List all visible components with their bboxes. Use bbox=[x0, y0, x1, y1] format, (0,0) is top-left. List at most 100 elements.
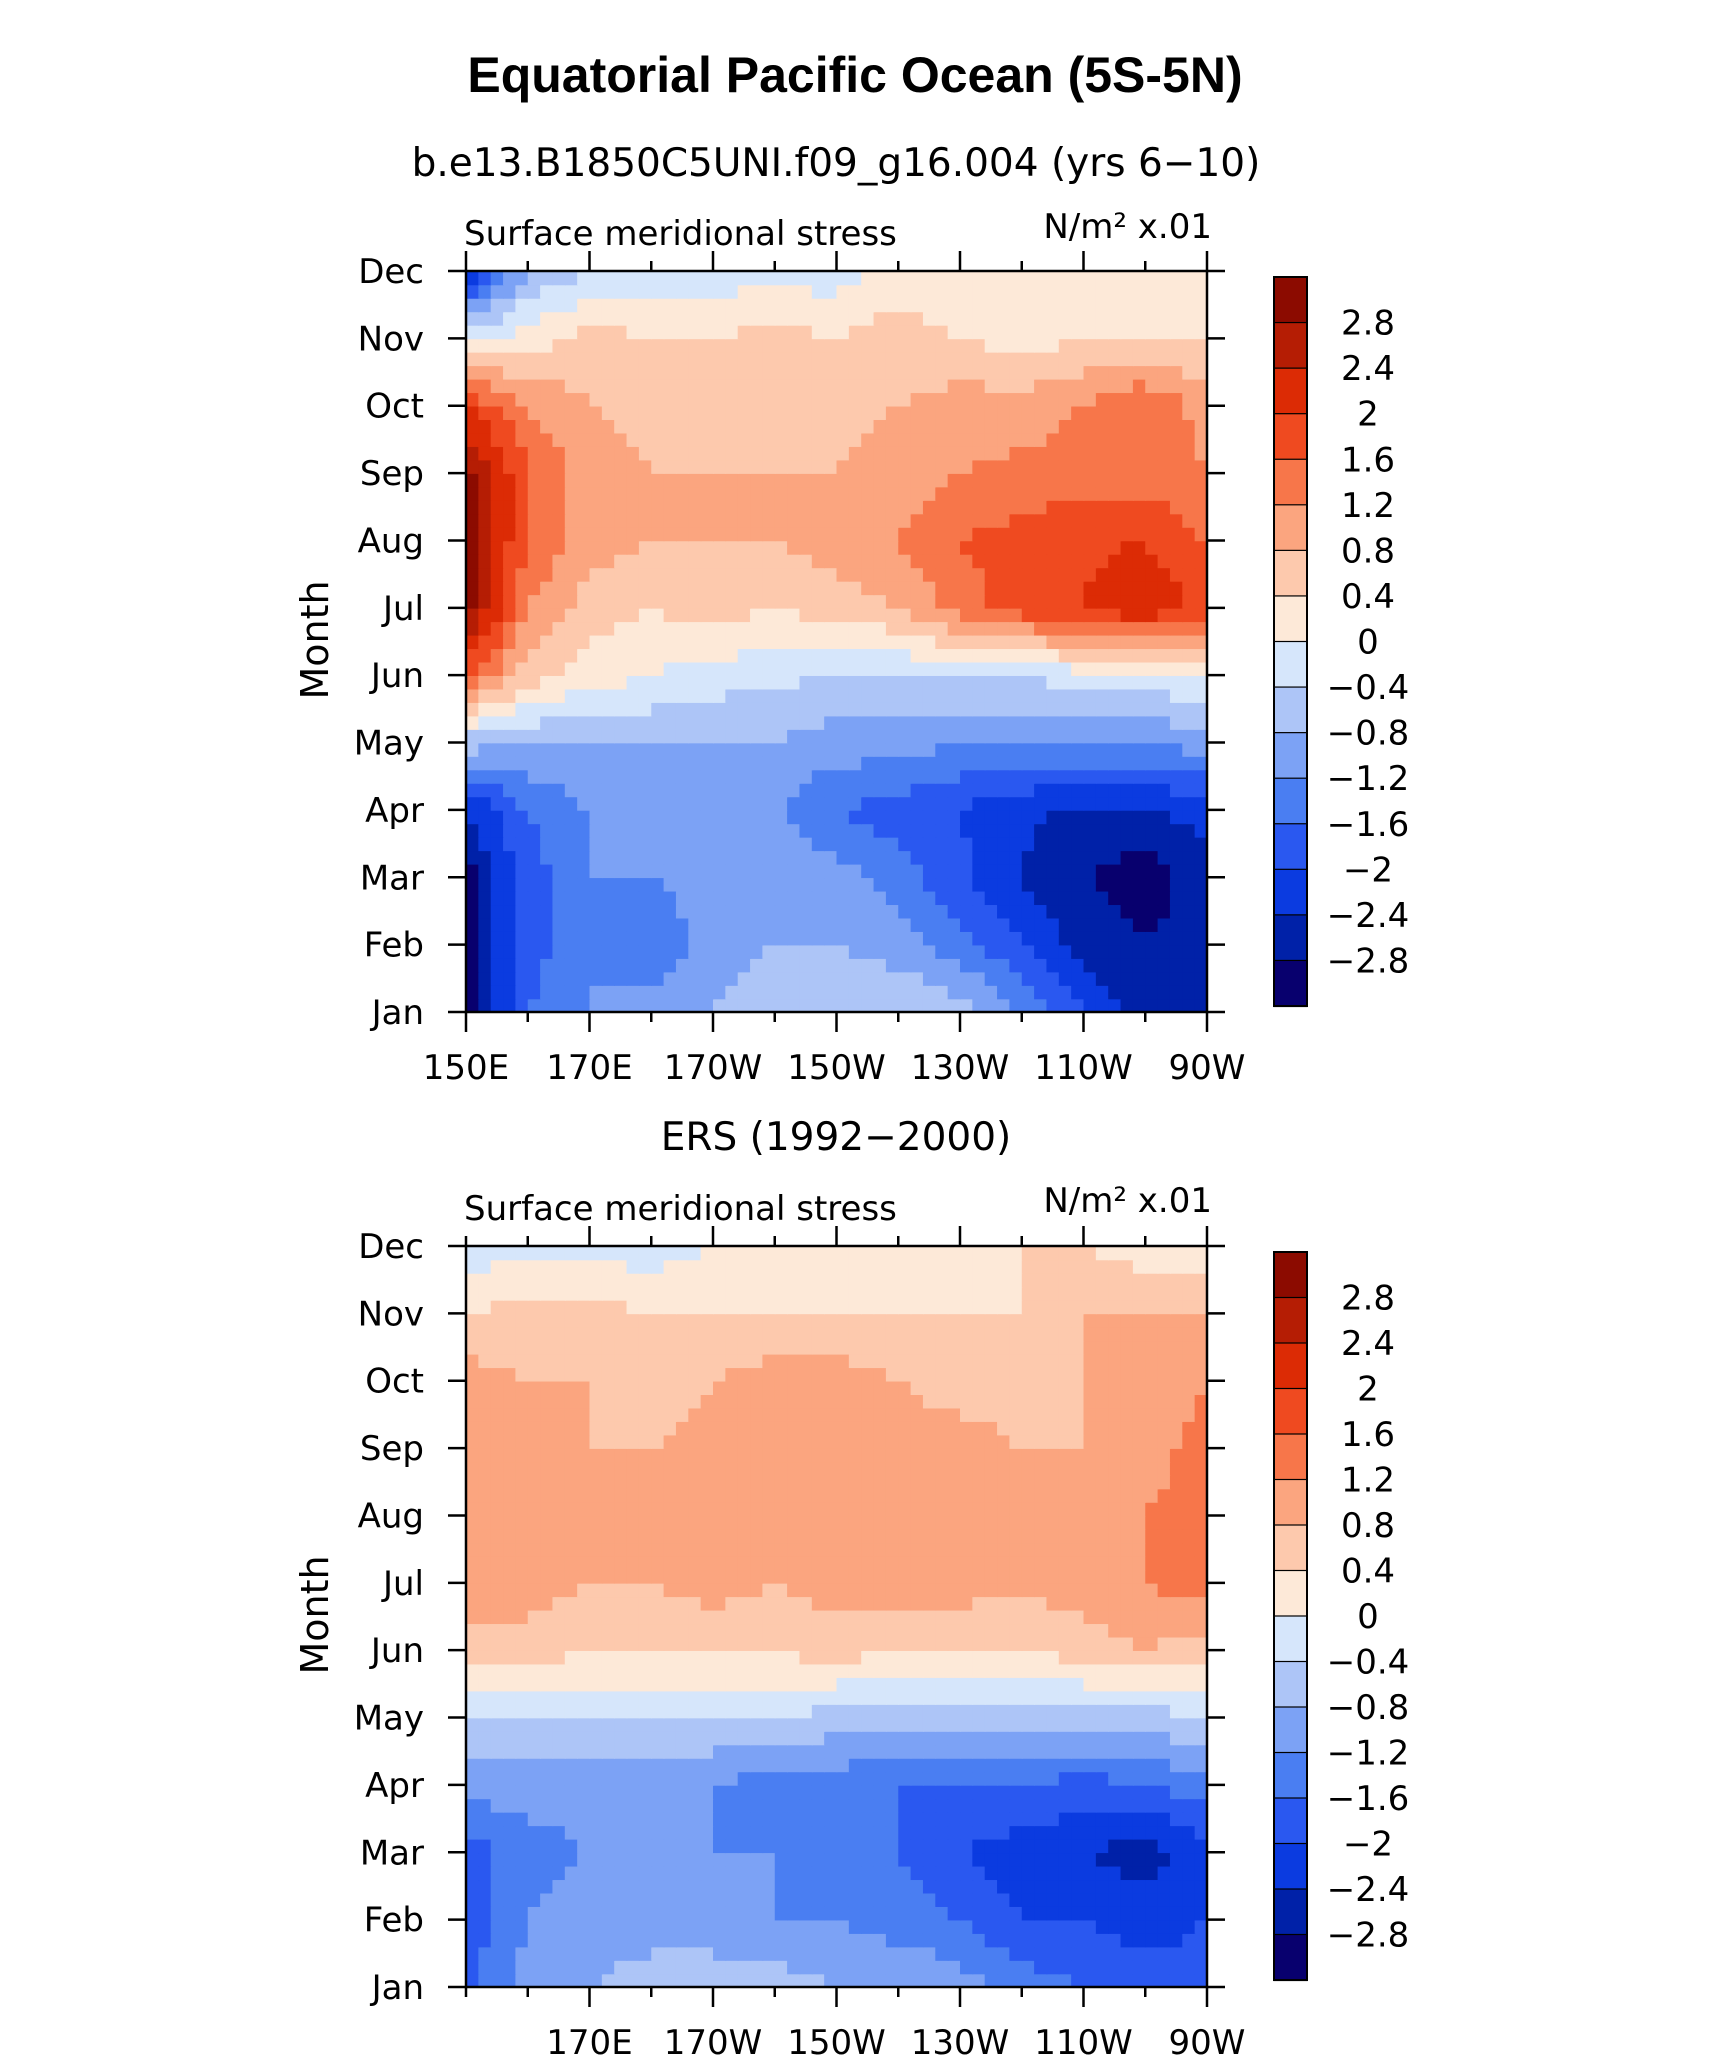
heatmap-cell bbox=[725, 459, 739, 474]
heatmap-cell bbox=[503, 473, 517, 488]
heatmap-cell bbox=[1021, 836, 1035, 852]
heatmap-cell bbox=[589, 405, 603, 420]
heatmap-cell bbox=[1145, 782, 1159, 798]
heatmap-cell bbox=[984, 809, 998, 825]
heatmap-cell bbox=[836, 998, 850, 1013]
heatmap-cell bbox=[1132, 823, 1147, 838]
heatmap-cell bbox=[824, 1892, 838, 1907]
heatmap-cell bbox=[947, 836, 961, 852]
heatmap-cell bbox=[861, 1933, 875, 1948]
heatmap-cell bbox=[688, 540, 702, 555]
heatmap-cell bbox=[762, 634, 776, 650]
heatmap-cell bbox=[1046, 1960, 1060, 1975]
heatmap-cell bbox=[947, 405, 961, 420]
heatmap-cell bbox=[787, 473, 801, 488]
heatmap-cell bbox=[1108, 756, 1122, 771]
heatmap-cell bbox=[577, 553, 591, 569]
heatmap-cell bbox=[885, 311, 900, 326]
heatmap-cell bbox=[1169, 1731, 1184, 1746]
heatmap-cell bbox=[540, 1879, 554, 1894]
heatmap-cell bbox=[688, 998, 702, 1013]
heatmap-cell bbox=[787, 648, 801, 663]
heatmap-cell bbox=[1071, 405, 1085, 420]
heatmap-cell bbox=[1046, 1825, 1060, 1840]
heatmap-cell bbox=[503, 392, 517, 407]
heatmap-cell bbox=[922, 378, 937, 394]
heatmap-cell bbox=[1120, 1677, 1134, 1692]
heatmap-cell bbox=[972, 405, 986, 420]
heatmap-cell bbox=[564, 634, 578, 650]
heatmap-cell bbox=[984, 297, 998, 313]
heatmap-cell bbox=[466, 446, 480, 461]
heatmap-cell bbox=[1095, 1892, 1109, 1907]
heatmap-cell bbox=[1108, 1677, 1122, 1692]
heatmap-cell bbox=[1034, 904, 1048, 919]
heatmap-cell bbox=[527, 1636, 541, 1651]
heatmap-cell bbox=[885, 877, 900, 892]
heatmap-cell bbox=[651, 459, 665, 474]
heatmap-cell bbox=[997, 688, 1011, 703]
heatmap-cell bbox=[651, 985, 665, 1000]
heatmap-cell bbox=[885, 392, 900, 407]
heatmap-cell bbox=[1157, 1825, 1171, 1840]
heatmap-cell bbox=[490, 473, 504, 488]
heatmap-cell bbox=[885, 1838, 900, 1854]
heatmap-cell bbox=[1009, 392, 1023, 407]
heatmap-cell bbox=[1009, 715, 1023, 730]
heatmap-cell bbox=[1095, 405, 1109, 420]
heatmap-cell bbox=[1021, 1906, 1035, 1921]
heatmap-cell bbox=[811, 271, 825, 286]
heatmap-cell bbox=[589, 1892, 603, 1907]
heatmap-cell bbox=[737, 432, 751, 447]
heatmap-cell bbox=[1009, 1865, 1023, 1881]
heatmap-cell bbox=[997, 1757, 1011, 1773]
heatmap-cell bbox=[861, 634, 875, 650]
heatmap-cell bbox=[589, 1677, 603, 1692]
heatmap-cell bbox=[577, 836, 591, 852]
heatmap-cell bbox=[885, 890, 900, 906]
heatmap-cell bbox=[503, 742, 517, 757]
heatmap-cell bbox=[515, 1690, 529, 1705]
heatmap-cell bbox=[1009, 459, 1023, 474]
heatmap-cell bbox=[466, 998, 480, 1013]
heatmap-cell bbox=[972, 594, 986, 609]
heatmap-cell bbox=[614, 392, 628, 407]
heatmap-cell bbox=[1108, 1811, 1122, 1827]
heatmap-cell bbox=[663, 661, 677, 676]
heatmap-cell bbox=[564, 863, 578, 879]
heatmap-cell bbox=[614, 1798, 628, 1813]
heatmap-cell bbox=[762, 284, 776, 299]
heatmap-cell bbox=[638, 688, 653, 703]
heatmap-cell bbox=[762, 540, 776, 555]
heatmap-cell bbox=[1009, 338, 1023, 353]
heatmap-cell bbox=[466, 473, 480, 488]
heatmap-cell bbox=[1083, 1892, 1097, 1907]
heatmap-cell bbox=[638, 473, 653, 488]
heatmap-cell bbox=[1095, 634, 1109, 650]
heatmap-cell bbox=[1182, 513, 1196, 528]
heatmap-cell bbox=[836, 742, 850, 757]
heatmap-cell bbox=[1046, 1731, 1060, 1746]
heatmap-cell bbox=[922, 1960, 937, 1975]
heatmap-cell bbox=[626, 365, 640, 380]
heatmap-cell bbox=[1095, 324, 1109, 340]
heatmap-cell bbox=[700, 729, 714, 744]
heatmap-cell bbox=[787, 540, 801, 555]
heatmap-cell bbox=[984, 419, 998, 434]
heatmap-cell bbox=[935, 715, 949, 730]
heatmap-cell bbox=[564, 526, 578, 542]
heatmap-cell bbox=[861, 486, 875, 501]
heatmap-cell bbox=[861, 553, 875, 569]
heatmap-cell bbox=[540, 1946, 554, 1961]
heatmap-cell bbox=[1034, 1798, 1048, 1813]
heatmap-cell bbox=[787, 580, 801, 596]
heatmap-cell bbox=[750, 1677, 764, 1692]
heatmap-cell bbox=[601, 271, 615, 286]
heatmap-cell bbox=[873, 1731, 887, 1746]
heatmap-cell bbox=[1108, 729, 1122, 744]
heatmap-cell bbox=[1108, 1717, 1122, 1732]
heatmap-cell bbox=[1071, 1960, 1085, 1975]
heatmap-cell bbox=[1145, 809, 1159, 825]
heatmap-cell bbox=[663, 297, 677, 313]
heatmap-cell bbox=[811, 1771, 825, 1786]
